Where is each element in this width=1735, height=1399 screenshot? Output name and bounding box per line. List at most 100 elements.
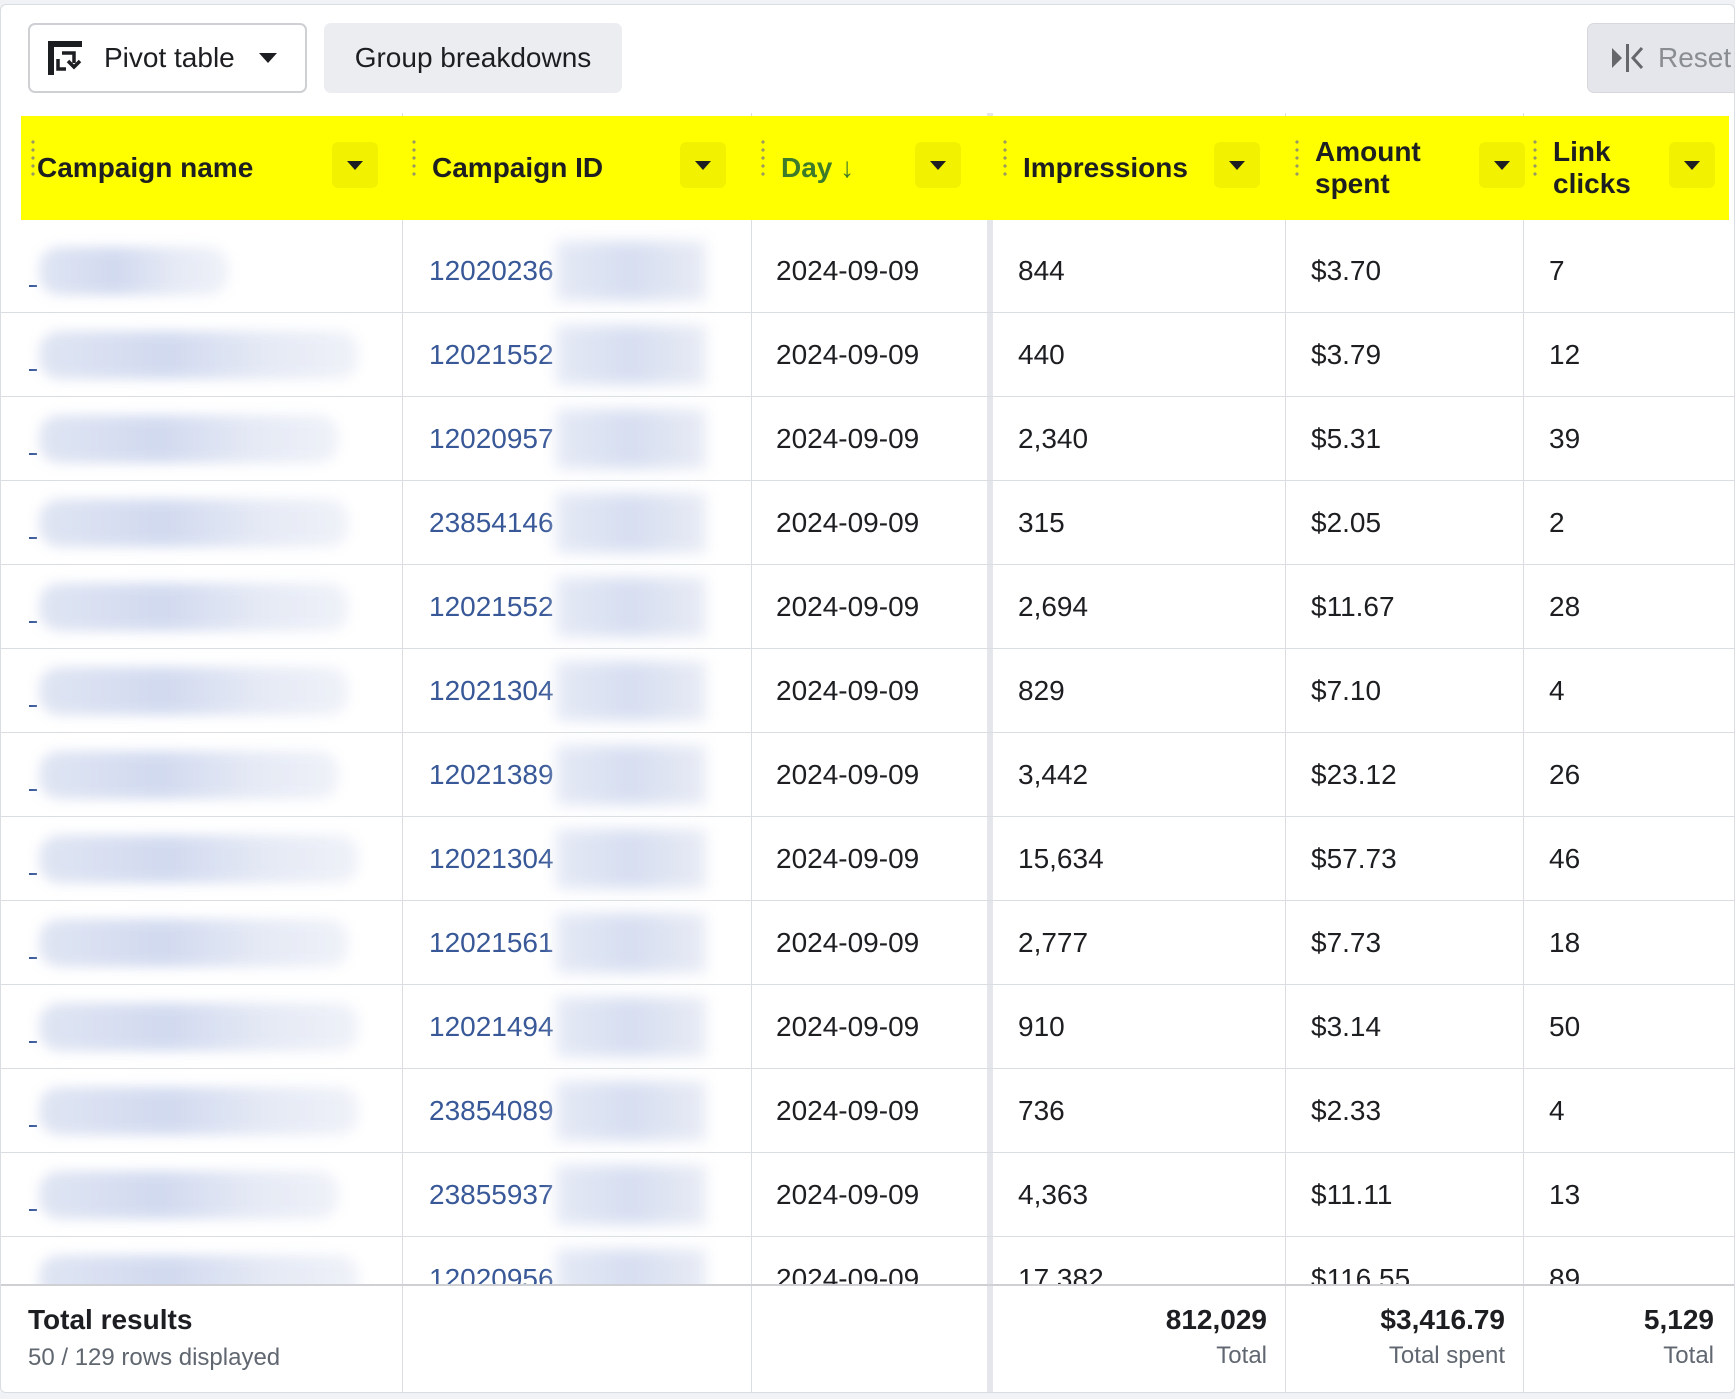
campaign-id-cell[interactable]: 23855937	[429, 1179, 554, 1210]
drag-handle-icon[interactable]	[1533, 138, 1537, 178]
drag-handle-icon[interactable]	[761, 138, 765, 178]
redacted-campaign-name	[39, 499, 349, 547]
header-campaign-id[interactable]: Campaign ID	[402, 116, 751, 220]
group-breakdowns-label: Group breakdowns	[354, 42, 592, 73]
drag-handle-icon[interactable]	[31, 138, 35, 178]
campaign-id-cell[interactable]: 12021561	[429, 927, 554, 958]
column-divider	[1523, 1286, 1524, 1392]
impressions-cell: 2,777	[1018, 927, 1089, 958]
table-row[interactable]: 23854146 2024-09-09 315 $2.05 2	[1, 481, 1734, 565]
campaign-id-cell[interactable]: 12021304	[429, 675, 554, 706]
campaign-name-link[interactable]	[29, 705, 37, 707]
impressions-total-label: Total	[1216, 1342, 1267, 1369]
table-row[interactable]: 23854089 2024-09-09 736 $2.33 4	[1, 1069, 1734, 1153]
impressions-cell: 2,340	[1018, 423, 1089, 454]
campaign-id-cell[interactable]: 23854146	[429, 507, 554, 538]
campaign-id-cell[interactable]: 12020957	[429, 423, 554, 454]
table-row[interactable]: 12020236 2024-09-09 844 $3.70 7	[1, 229, 1734, 313]
header-link-clicks[interactable]: Link clicks	[1523, 116, 1729, 220]
campaign-name-link[interactable]	[29, 873, 37, 875]
group-breakdowns-button[interactable]: Group breakdowns	[324, 23, 622, 93]
link-clicks-cell: 7	[1549, 255, 1565, 286]
column-divider	[402, 1286, 403, 1392]
column-menu-caret-icon[interactable]	[1214, 142, 1260, 188]
campaign-id-cell[interactable]: 12021389	[429, 759, 554, 790]
table-row[interactable]: 12021494 2024-09-09 910 $3.14 50	[1, 985, 1734, 1069]
campaign-name-link[interactable]	[29, 957, 37, 959]
campaign-name-link[interactable]	[29, 789, 37, 791]
campaign-name-link[interactable]	[29, 1125, 37, 1127]
campaign-id-cell[interactable]: 12021494	[429, 1011, 554, 1042]
campaign-name-link[interactable]	[29, 537, 37, 539]
redacted-campaign-name	[39, 667, 349, 715]
amount-spent-cell: $7.10	[1311, 675, 1382, 706]
table-row[interactable]: 12021304 2024-09-09 15,634 $57.73 46	[1, 817, 1734, 901]
campaign-id-cell[interactable]: 12021552	[429, 339, 554, 370]
redacted-campaign-name	[39, 751, 339, 799]
redacted-campaign-id	[556, 1081, 706, 1141]
column-menu-caret-icon[interactable]	[1479, 142, 1525, 188]
amount-spent-cell: $5.31	[1311, 423, 1382, 454]
header-day[interactable]: Day ↓	[751, 116, 993, 220]
table-row[interactable]: 23855937 2024-09-09 4,363 $11.11 13	[1, 1153, 1734, 1237]
redacted-campaign-name	[39, 1087, 359, 1135]
drag-handle-icon[interactable]	[1003, 138, 1007, 178]
amount-spent-total-label: Total spent	[1388, 1342, 1505, 1369]
amount-spent-cell: $2.33	[1311, 1095, 1382, 1126]
report-panel: Pivot table Group breakdowns Reset Campa…	[0, 4, 1735, 1393]
campaign-name-link[interactable]	[29, 285, 37, 287]
impressions-cell: 829	[1018, 675, 1065, 706]
table-row[interactable]: 12021304 2024-09-09 829 $7.10 4	[1, 649, 1734, 733]
day-cell: 2024-09-09	[776, 255, 920, 286]
table-row[interactable]: 12020957 2024-09-09 2,340 $5.31 39	[1, 397, 1734, 481]
day-cell: 2024-09-09	[776, 759, 920, 790]
pivot-table-button[interactable]: Pivot table	[28, 23, 307, 93]
reset-button[interactable]: Reset	[1587, 23, 1734, 93]
header-amount-spent[interactable]: Amount spent	[1285, 116, 1525, 220]
link-clicks-cell: 2	[1549, 507, 1565, 538]
drag-handle-icon[interactable]	[412, 138, 416, 178]
impressions-cell: 736	[1018, 1095, 1065, 1126]
column-divider	[402, 113, 403, 1381]
header-campaign-name[interactable]: Campaign name	[21, 116, 402, 220]
table-row[interactable]: 12021561 2024-09-09 2,777 $7.73 18	[1, 901, 1734, 985]
redacted-campaign-name	[39, 247, 229, 295]
day-cell: 2024-09-09	[776, 1011, 920, 1042]
column-menu-caret-icon[interactable]	[332, 142, 378, 188]
drag-handle-icon[interactable]	[1295, 138, 1299, 178]
table-row[interactable]: 12021552 2024-09-09 2,694 $11.67 28	[1, 565, 1734, 649]
table-row[interactable]: 12021389 2024-09-09 3,442 $23.12 26	[1, 733, 1734, 817]
day-cell: 2024-09-09	[776, 507, 920, 538]
frozen-column-divider[interactable]	[987, 113, 993, 1381]
column-menu-caret-icon[interactable]	[915, 142, 961, 188]
link-clicks-cell: 50	[1549, 1011, 1581, 1042]
campaign-id-cell[interactable]: 12020236	[429, 255, 554, 286]
column-divider	[751, 1286, 752, 1392]
day-cell: 2024-09-09	[776, 423, 920, 454]
impressions-total-value: 812,029	[1165, 1304, 1267, 1335]
campaign-id-cell[interactable]: 23854089	[429, 1095, 554, 1126]
header-impressions[interactable]: Impressions	[993, 116, 1285, 220]
campaign-id-cell[interactable]: 12021552	[429, 591, 554, 622]
amount-spent-cell: $2.05	[1311, 507, 1382, 538]
impressions-cell: 15,634	[1018, 843, 1104, 874]
amount-spent-total: $3,416.79 Total spent	[1380, 1304, 1505, 1370]
campaign-name-link[interactable]	[29, 369, 37, 371]
column-menu-caret-icon[interactable]	[680, 142, 726, 188]
header-label: Campaign name	[37, 152, 254, 183]
campaign-name-link[interactable]	[29, 453, 37, 455]
column-menu-caret-icon[interactable]	[1669, 142, 1715, 188]
campaign-id-cell[interactable]: 12021304	[429, 843, 554, 874]
campaign-name-link[interactable]	[29, 621, 37, 623]
campaign-name-link[interactable]	[29, 1041, 37, 1043]
redacted-campaign-id	[556, 913, 706, 973]
campaign-name-link[interactable]	[29, 1209, 37, 1211]
totals-row: Total results 50 / 129 rows displayed 81…	[1, 1284, 1734, 1392]
amount-spent-cell: $11.11	[1311, 1179, 1393, 1210]
redacted-campaign-name	[39, 1003, 359, 1051]
day-cell: 2024-09-09	[776, 1179, 920, 1210]
redacted-campaign-id	[556, 493, 706, 553]
day-cell: 2024-09-09	[776, 1095, 920, 1126]
redacted-campaign-name	[39, 835, 359, 883]
table-row[interactable]: 12021552 2024-09-09 440 $3.79 12	[1, 313, 1734, 397]
